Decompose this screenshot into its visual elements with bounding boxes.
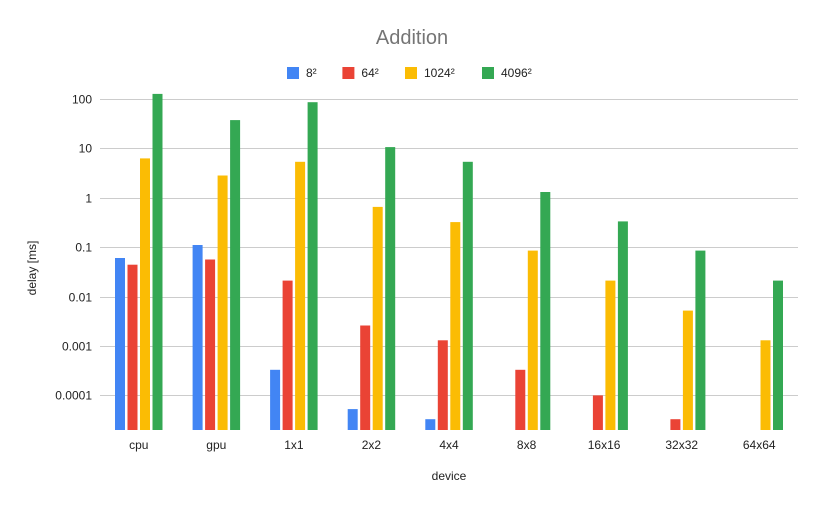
gridlines (100, 99, 798, 396)
x-tick-label: 16x16 (588, 438, 621, 452)
bar-1x1-series-2 (295, 161, 306, 431)
bar-64x64-series-2 (760, 340, 771, 430)
bar-1x1-series-3 (307, 102, 318, 430)
bar-8x8-series-3 (540, 192, 551, 430)
bar-32x32-series-2 (682, 310, 693, 430)
x-axis-title: device (432, 469, 467, 483)
x-tick-label: 1x1 (284, 438, 304, 452)
bar-16x16-series-1 (592, 395, 603, 430)
bar-2x2-series-0 (347, 409, 358, 430)
legend-swatch (342, 67, 355, 79)
y-axis-title: delay [ms] (25, 241, 39, 296)
legend: 8² 64² 1024² 4096² (287, 66, 532, 80)
y-axis-ticks: 0.0001 0.001 0.01 0.1 1 10 100 (55, 93, 92, 403)
legend-swatch (287, 67, 299, 79)
bar-4x4-series-2 (450, 222, 461, 430)
bar-cpu-series-3 (152, 93, 163, 431)
bar-8x8-series-1 (515, 369, 526, 430)
x-tick-label: 64x64 (743, 438, 776, 452)
chart-title: Addition (376, 27, 448, 49)
bar-gpu-series-2 (217, 175, 228, 430)
bar-4x4-series-0 (425, 419, 436, 430)
bar-1x1-series-1 (282, 280, 293, 430)
legend-label: 64² (361, 66, 378, 80)
bar-4x4-series-1 (437, 340, 448, 430)
y-tick-label: 0.001 (62, 340, 92, 354)
bar-gpu-series-0 (192, 245, 203, 430)
y-tick-label: 100 (72, 93, 92, 107)
x-tick-label: 2x2 (362, 438, 382, 452)
legend-swatch (482, 67, 494, 79)
bar-2x2-series-2 (372, 206, 383, 430)
y-tick-label: 1 (85, 192, 92, 206)
bar-cpu-series-0 (115, 258, 125, 430)
bar-gpu-series-1 (205, 259, 216, 430)
legend-label: 4096² (501, 66, 532, 80)
bar-2x2-series-3 (385, 147, 396, 430)
bar-2x2-series-1 (360, 325, 371, 430)
y-tick-label: 0.0001 (55, 389, 92, 403)
bar-16x16-series-2 (605, 280, 616, 430)
x-axis-ticks: cpu gpu 1x1 2x2 4x4 8x8 16x16 32x32 64x64 (129, 438, 776, 452)
bar-cpu-series-2 (140, 158, 150, 430)
bar-32x32-series-3 (695, 250, 706, 430)
bar-gpu-series-3 (230, 120, 241, 430)
y-tick-label: 0.1 (75, 241, 92, 255)
legend-label: 1024² (424, 66, 455, 80)
x-tick-label: gpu (206, 438, 226, 452)
bar-64x64-series-3 (773, 280, 783, 430)
bar-16x16-series-3 (617, 221, 628, 430)
legend-label: 8² (306, 66, 317, 80)
bar-32x32-series-1 (670, 419, 681, 430)
y-tick-label: 0.01 (69, 291, 93, 305)
bar-4x4-series-3 (462, 161, 473, 431)
bar-1x1-series-0 (270, 369, 281, 430)
x-tick-label: 32x32 (665, 438, 698, 452)
bars (115, 93, 783, 431)
x-tick-label: 4x4 (439, 438, 459, 452)
bar-cpu-series-1 (127, 264, 138, 430)
y-tick-label: 10 (79, 142, 93, 156)
legend-swatch (405, 67, 417, 79)
bar-8x8-series-2 (527, 250, 538, 430)
x-tick-label: 8x8 (517, 438, 537, 452)
x-tick-label: cpu (129, 438, 148, 452)
